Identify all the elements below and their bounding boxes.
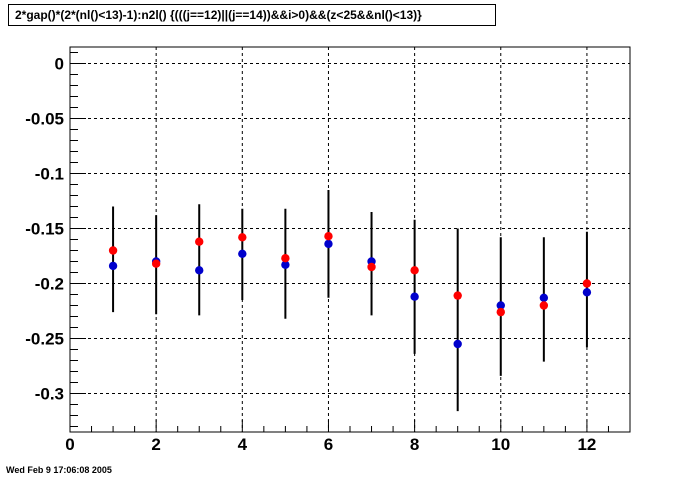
blue-data-point bbox=[281, 260, 290, 269]
red-data-point bbox=[539, 301, 549, 310]
red-data-point bbox=[195, 237, 204, 246]
x-tick-label: 8 bbox=[410, 435, 419, 454]
red-data-point bbox=[108, 246, 118, 255]
red-data-point bbox=[367, 262, 376, 272]
red-data-point bbox=[453, 291, 462, 300]
axis-ticks bbox=[69, 52, 631, 432]
red-data-point bbox=[496, 307, 505, 317]
blue-data-point bbox=[496, 301, 505, 310]
timestamp: Wed Feb 9 17:06:08 2005 bbox=[6, 465, 112, 475]
x-tick-label: 6 bbox=[324, 435, 333, 454]
y-tick-label: -0.15 bbox=[25, 220, 64, 239]
blue-data-point bbox=[410, 292, 419, 301]
x-axis-tick-labels: 0 2 4 6 8 10 12 bbox=[65, 435, 596, 454]
x-tick-label: 10 bbox=[491, 435, 510, 454]
y-tick-label: 0 bbox=[55, 55, 64, 74]
x-tick-label: 2 bbox=[151, 435, 160, 454]
error-bars bbox=[112, 190, 588, 412]
red-data-point bbox=[582, 279, 592, 288]
red-data-point bbox=[151, 259, 161, 268]
blue-data-point bbox=[108, 261, 118, 271]
x-tick-label: 0 bbox=[65, 435, 74, 454]
blue-data-point bbox=[539, 293, 549, 302]
y-tick-label: -0.25 bbox=[25, 330, 64, 349]
x-tick-label: 4 bbox=[238, 435, 248, 454]
blue-data-point bbox=[453, 339, 462, 349]
grid-lines bbox=[70, 47, 630, 432]
chart-title: 2*gap()*(2*(nl()<13)-1):n2l() {(((j==12)… bbox=[8, 4, 496, 26]
red-data-point bbox=[238, 233, 247, 242]
red-data-point bbox=[324, 232, 333, 241]
blue-data-point bbox=[195, 266, 204, 275]
blue-data-point bbox=[324, 239, 333, 249]
red-data-point bbox=[410, 266, 419, 275]
y-tick-label: -0.2 bbox=[35, 275, 64, 294]
y-tick-label: -0.1 bbox=[35, 165, 64, 184]
plot-frame bbox=[69, 46, 631, 433]
y-axis-tick-labels: 0 -0.05 -0.1 -0.15 -0.2 -0.25 -0.3 bbox=[25, 55, 64, 404]
x-tick-label: 12 bbox=[577, 435, 596, 454]
y-tick-label: -0.05 bbox=[25, 110, 64, 129]
blue-data-point bbox=[582, 288, 592, 297]
data-points bbox=[108, 232, 592, 349]
red-data-point bbox=[281, 254, 290, 263]
blue-data-point bbox=[238, 249, 247, 258]
y-tick-label: -0.3 bbox=[35, 385, 64, 404]
